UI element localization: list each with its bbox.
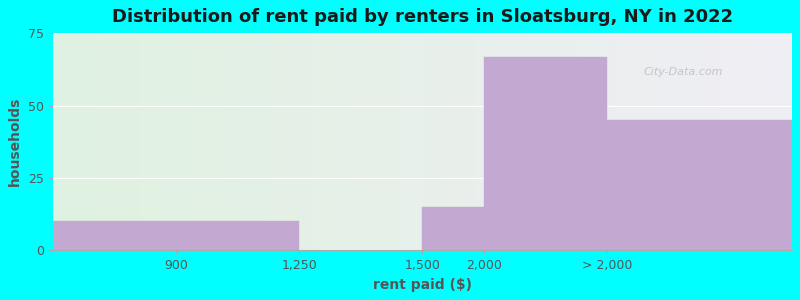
Y-axis label: households: households [8,97,22,187]
X-axis label: rent paid ($): rent paid ($) [373,278,472,292]
Bar [422,207,484,250]
Title: Distribution of rent paid by renters in Sloatsburg, NY in 2022: Distribution of rent paid by renters in … [112,8,733,26]
Bar [484,57,607,250]
Bar [607,120,792,250]
Bar [53,221,299,250]
Text: City-Data.com: City-Data.com [644,68,723,77]
